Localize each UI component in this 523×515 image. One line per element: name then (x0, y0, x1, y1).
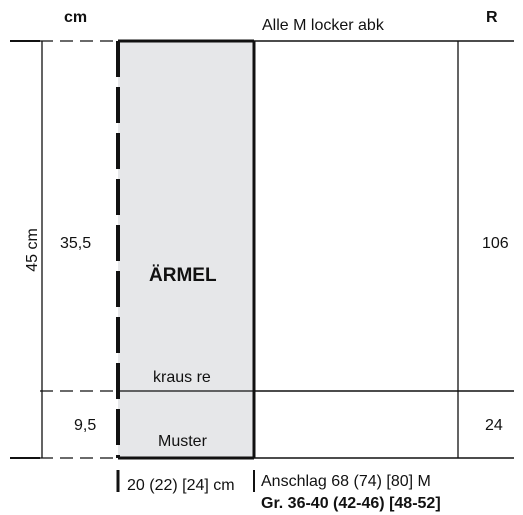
pattern-label: Muster (158, 433, 208, 450)
lower-rows: 24 (485, 417, 503, 434)
upper-height-cm: 35,5 (60, 235, 91, 252)
stitch-label: kraus re (153, 369, 211, 386)
upper-rows: 106 (482, 235, 509, 252)
sizes-label: Gr. 36-40 (42-46) [48-52] (261, 495, 441, 512)
unit-cm-header: cm (64, 9, 87, 26)
sleeve-piece (118, 41, 254, 458)
total-height-label: 45 cm (24, 228, 41, 272)
lower-height-cm: 9,5 (74, 417, 96, 434)
instruction-top: Alle M locker abk (262, 17, 385, 34)
width-label: 20 (22) [24] cm (127, 477, 235, 494)
unit-rows-header: R (486, 9, 498, 26)
piece-label: ÄRMEL (149, 265, 217, 286)
cast-on-label: Anschlag 68 (74) [80] M (261, 473, 431, 490)
